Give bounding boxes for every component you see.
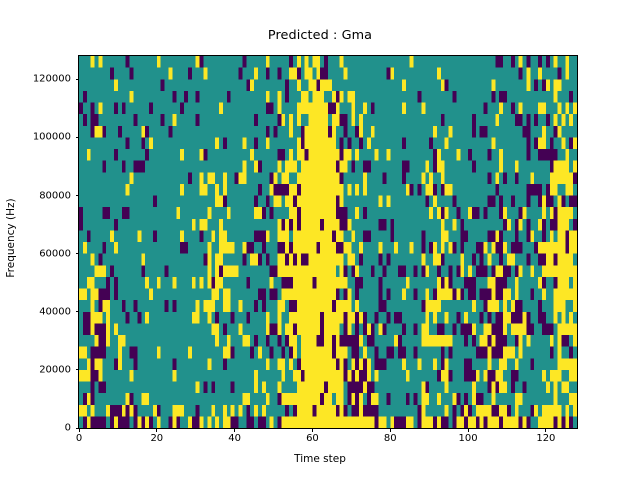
y-tick-mark bbox=[75, 136, 79, 138]
y-tick-label: 60000 bbox=[39, 248, 71, 260]
y-tick-label: 80000 bbox=[39, 190, 71, 201]
x-tick-mark bbox=[545, 428, 547, 432]
y-axis-label: Frequency (Hz) bbox=[5, 198, 17, 278]
x-tick-mark bbox=[389, 428, 391, 432]
y-tick-label: 20000 bbox=[39, 364, 71, 376]
page-title: Predicted : Gma bbox=[267, 28, 373, 43]
x-tick-label: 0 bbox=[75, 433, 83, 444]
x-tick-label: 20 bbox=[150, 433, 164, 444]
y-tick-label: 40000 bbox=[39, 306, 71, 318]
x-tick-mark bbox=[467, 428, 469, 432]
x-tick-mark bbox=[156, 428, 158, 432]
y-tick-mark bbox=[75, 427, 79, 429]
x-tick-mark bbox=[234, 428, 236, 432]
y-tick-mark bbox=[75, 195, 79, 196]
y-tick-mark bbox=[75, 78, 79, 80]
x-tick-mark bbox=[311, 428, 313, 432]
x-tick-label: 100 bbox=[458, 433, 478, 444]
y-tick-mark bbox=[75, 311, 79, 313]
y-tick-label: 0 bbox=[64, 422, 71, 434]
y-tick-mark bbox=[75, 369, 79, 371]
x-tick-label: 120 bbox=[536, 433, 556, 444]
x-tick-label: 80 bbox=[383, 433, 397, 444]
x-tick-label: 40 bbox=[228, 433, 241, 444]
heatmap-plot-area bbox=[78, 55, 578, 429]
x-tick-label: 60 bbox=[306, 433, 319, 444]
spectrogram-heatmap bbox=[79, 56, 577, 428]
y-tick-label: 100000 bbox=[32, 131, 71, 143]
y-tick-mark bbox=[75, 253, 79, 255]
x-axis-label: Time step bbox=[294, 453, 346, 465]
y-tick-label: 120000 bbox=[32, 73, 71, 85]
x-tick-mark bbox=[78, 428, 80, 432]
